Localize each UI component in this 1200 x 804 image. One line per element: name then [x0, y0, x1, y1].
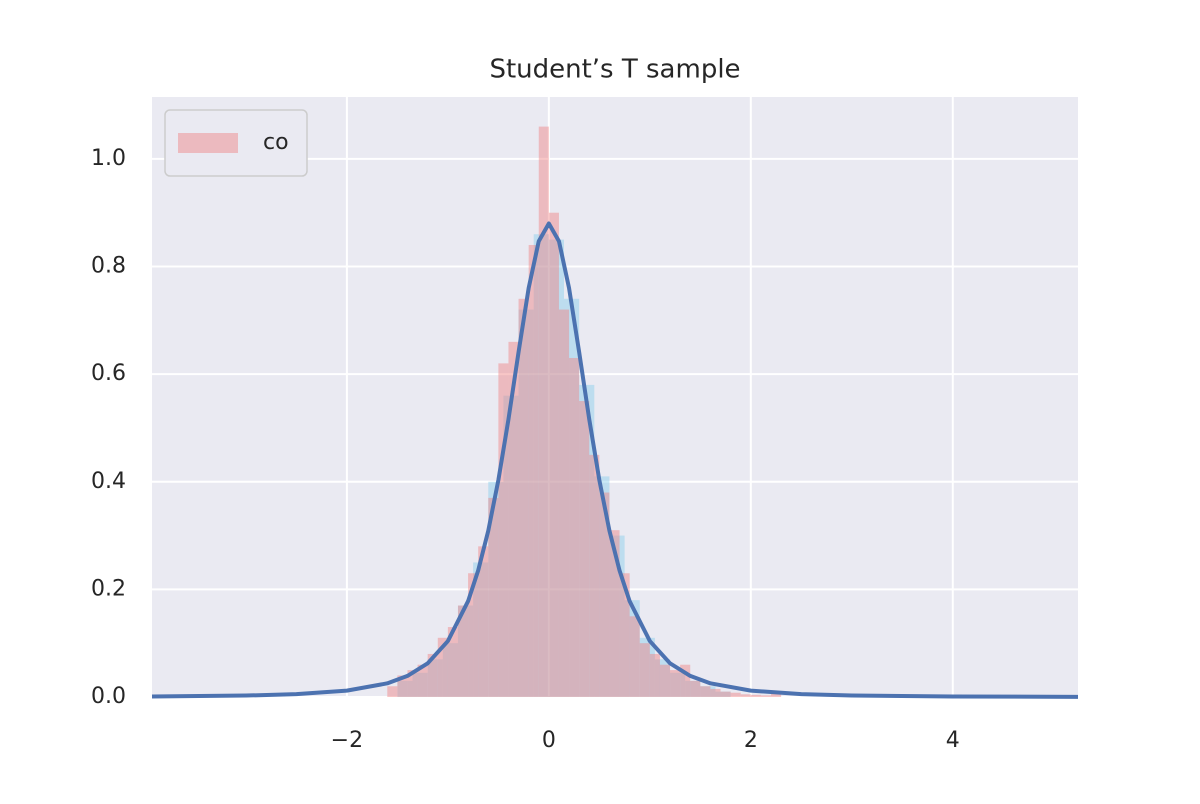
density-line [151, 221, 1079, 699]
y-tick-label: 1.0 [91, 146, 126, 171]
x-tick-label: 4 [946, 728, 960, 753]
histogram-bar [700, 686, 711, 697]
histogram-bar [478, 546, 489, 697]
histogram-bar [528, 244, 539, 697]
histogram-bar [670, 672, 686, 697]
histogram-bar [457, 605, 469, 697]
histogram-bar [700, 686, 716, 697]
histogram-bar [579, 401, 590, 697]
histogram-bar [624, 600, 640, 697]
histogram-bar [730, 692, 741, 697]
histogram-bar [750, 694, 761, 697]
histogram-bar [437, 637, 448, 697]
histogram-bar [533, 234, 549, 697]
histogram-bar [670, 670, 681, 697]
chart-title: Student’s T sample [489, 55, 740, 85]
histogram-bar [740, 694, 751, 697]
histogram-bar [639, 637, 655, 697]
histogram-bar [710, 688, 721, 697]
histogram-bar [417, 664, 428, 697]
y-tick-label: 0.2 [91, 576, 126, 601]
histogram-bar [407, 670, 418, 697]
histogram-bar [649, 653, 660, 697]
histogram-bar [715, 691, 731, 697]
histogram-bar [579, 384, 595, 697]
histogram-bar [760, 695, 772, 697]
histogram-bar [488, 481, 504, 697]
histogram-bar [442, 643, 458, 697]
histogram-bar [569, 357, 580, 697]
histogram-bar [412, 672, 428, 697]
histogram-bar [720, 691, 731, 697]
histogram-bar [558, 309, 570, 697]
y-tick-label: 0.0 [91, 684, 126, 709]
histogram-bar [685, 680, 701, 697]
histogram-bar [538, 126, 549, 697]
histogram-bar [680, 664, 691, 697]
histogram-bar [654, 659, 671, 697]
histogram-bar [659, 664, 671, 697]
histogram-bar [473, 562, 489, 697]
legend-swatch [178, 133, 238, 153]
histogram-bar [503, 395, 519, 697]
legend-box [164, 109, 308, 177]
histogram-bar [548, 239, 565, 697]
histogram-bar [639, 643, 650, 697]
histogram-bar [397, 680, 413, 697]
histogram-bar [548, 212, 559, 697]
x-tick-label: −2 [331, 728, 363, 753]
histogram-bar [488, 497, 499, 697]
legend-label: co [263, 130, 289, 155]
histogram-bar [594, 476, 610, 697]
histogram-bar [427, 659, 443, 697]
histogram-bar [564, 298, 580, 697]
histogram-bar [447, 627, 458, 697]
histogram-bar [397, 675, 408, 697]
histogram-bar [609, 530, 620, 697]
histogram-bar [457, 605, 474, 697]
histogram-bar [690, 680, 701, 697]
histogram-bar [629, 616, 640, 697]
histogram-bar [468, 573, 479, 697]
x-tick-label: 2 [744, 728, 758, 753]
y-tick-label: 0.8 [91, 254, 126, 279]
histogram-bar [498, 363, 509, 697]
histogram-bar [508, 341, 519, 697]
histogram-bar [589, 454, 600, 697]
histogram-bar [599, 492, 610, 697]
histogram-bar [518, 298, 529, 697]
histogram-bar [387, 686, 398, 697]
histogram-bar [518, 309, 534, 697]
plot-area [152, 97, 1078, 697]
histogram-bar [619, 573, 630, 697]
histogram-bar [427, 653, 438, 697]
x-tick-label: 0 [542, 728, 556, 753]
y-tick-label: 0.6 [91, 361, 126, 386]
y-tick-label: 0.4 [91, 469, 126, 494]
